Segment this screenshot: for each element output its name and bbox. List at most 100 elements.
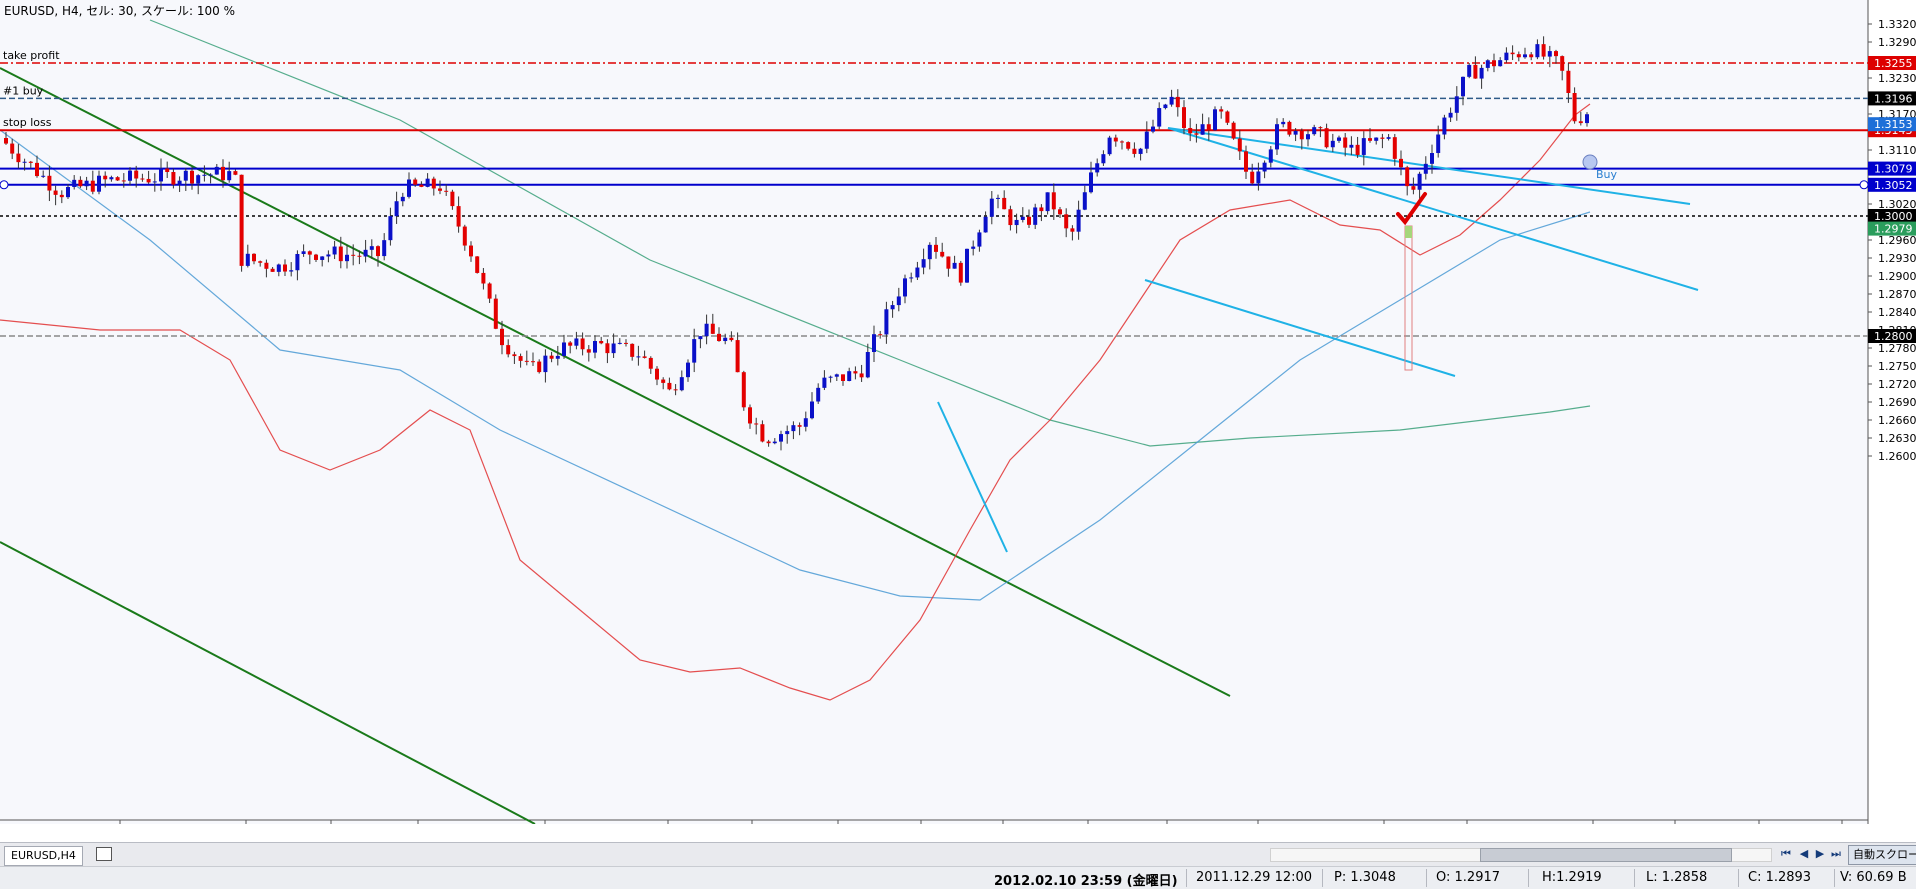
first-page-icon[interactable]: ⏮ (1781, 847, 1791, 860)
candle-bear (760, 424, 765, 442)
candle-bear (754, 423, 759, 425)
candle-bear (1027, 216, 1031, 225)
price-tick-label: 1.2660 (1878, 414, 1916, 427)
candle-bull (1337, 137, 1341, 141)
candle-bear (1554, 51, 1558, 57)
candle-bull (704, 323, 709, 337)
candle-bull (1448, 112, 1453, 118)
autoscroll-button[interactable]: 自動スクロール (1848, 845, 1916, 865)
candle-bear (1392, 137, 1397, 159)
chart-tab-bar: EURUSD,H4 ⏮ ◀ ▶ ⏭ 自動スクロール (0, 842, 1916, 868)
candle-bull (1014, 219, 1019, 226)
trend-line[interactable] (1167, 127, 1691, 205)
candle-bull (996, 197, 1000, 199)
candle-bear (4, 138, 8, 144)
line-handle[interactable] (1859, 180, 1869, 190)
candle-bear (134, 170, 139, 179)
candle-bull (152, 181, 157, 183)
candle-bull (227, 171, 232, 181)
candle-bull (183, 170, 188, 181)
price-chart[interactable]: 1.3320 1.3290 1.3230 1.3170 1.3110 1.3020 1.29… (0, 0, 1916, 824)
ma-slow-line (149, 19, 1591, 447)
candle-bear (462, 226, 467, 246)
candle-bear (878, 334, 883, 336)
candle-bear (1299, 130, 1304, 140)
price-tag (1868, 221, 1916, 236)
candle-bear (90, 180, 95, 192)
candle-bear (537, 361, 542, 373)
checkmark-icon (1396, 192, 1427, 226)
channel-line-upper[interactable] (0, 67, 1231, 697)
candle-bull (909, 277, 914, 279)
candle-bear (717, 333, 721, 342)
candle-bull (1101, 154, 1106, 164)
price-tick-label: 1.2870 (1878, 288, 1916, 301)
candle-bull (1436, 134, 1441, 154)
next-icon[interactable]: ▶ (1815, 847, 1825, 860)
candle-bull (890, 305, 895, 310)
candle-bear (103, 175, 108, 180)
tab-eurusd-h4[interactable]: EURUSD,H4 (4, 846, 83, 866)
candle-bear (475, 256, 480, 273)
candle-bear (580, 338, 585, 350)
candle-bear (729, 337, 734, 341)
candle-bear (1219, 109, 1224, 112)
candle-bull (617, 342, 622, 344)
buy-arrow-icon[interactable] (1582, 154, 1598, 170)
price-tick-label: 1.2720 (1878, 378, 1916, 391)
candle-bear (78, 179, 83, 187)
candle-bull (66, 186, 70, 198)
candle-bear (307, 251, 312, 255)
candle-bull (983, 216, 988, 233)
candle-bear (419, 184, 424, 187)
candle-bear (506, 345, 511, 355)
candle-bull (363, 249, 368, 257)
candle-bear (16, 153, 21, 163)
candle-bear (642, 356, 647, 358)
price-tick-label: 1.3230 (1878, 72, 1916, 85)
candle-bear (940, 251, 945, 257)
level-label: take profit (3, 49, 60, 62)
chart-canvas[interactable]: 1.33201.32901.32301.31701.31101.30201.29… (0, 0, 1916, 824)
trend-line[interactable] (1144, 279, 1456, 377)
price-tag-label: 1.3052 (1874, 179, 1913, 192)
candle-bull (1268, 149, 1273, 163)
candle-bull (22, 161, 27, 163)
candle-bear (28, 161, 33, 163)
candle-bear (165, 168, 170, 173)
candle-bull (425, 178, 430, 187)
candle-bear (1237, 138, 1242, 152)
scrollbar-thumb[interactable] (1480, 848, 1732, 862)
last-page-icon[interactable]: ⏭ (1831, 847, 1841, 860)
trend-line[interactable] (1167, 127, 1699, 291)
candle-bull (791, 425, 796, 432)
candle-bear (1182, 107, 1186, 129)
candle-bull (1256, 171, 1261, 184)
candle-bear (741, 372, 746, 408)
candle-bear (667, 382, 672, 390)
candle-bull (543, 355, 548, 373)
candle-bull (1076, 209, 1081, 232)
candle-bear (1120, 141, 1124, 143)
candle-bull (1535, 44, 1540, 58)
candle-bull (1082, 192, 1087, 210)
line-handle[interactable] (0, 180, 9, 190)
candle-bull (1107, 137, 1112, 155)
price-tag (1868, 56, 1916, 70)
candle-bull (965, 248, 969, 283)
candle-bull (332, 246, 337, 255)
candle-bear (258, 261, 263, 263)
channel-line-lower[interactable] (0, 541, 536, 824)
ma-mid-line (0, 129, 1591, 601)
candle-bear (1231, 122, 1236, 139)
price-tag-label: 1.3000 (1874, 210, 1913, 223)
candle-bear (518, 356, 523, 361)
status-datetime: 2012.02.10 23:59 (金曜日) (994, 874, 1178, 889)
trend-line[interactable] (937, 401, 1008, 553)
window-icon[interactable] (96, 847, 112, 861)
candle-bull (196, 175, 201, 184)
prev-icon[interactable]: ◀ (1799, 847, 1809, 860)
candle-bear (121, 180, 126, 182)
candle-bear (438, 188, 442, 191)
candle-bull (1281, 121, 1286, 125)
